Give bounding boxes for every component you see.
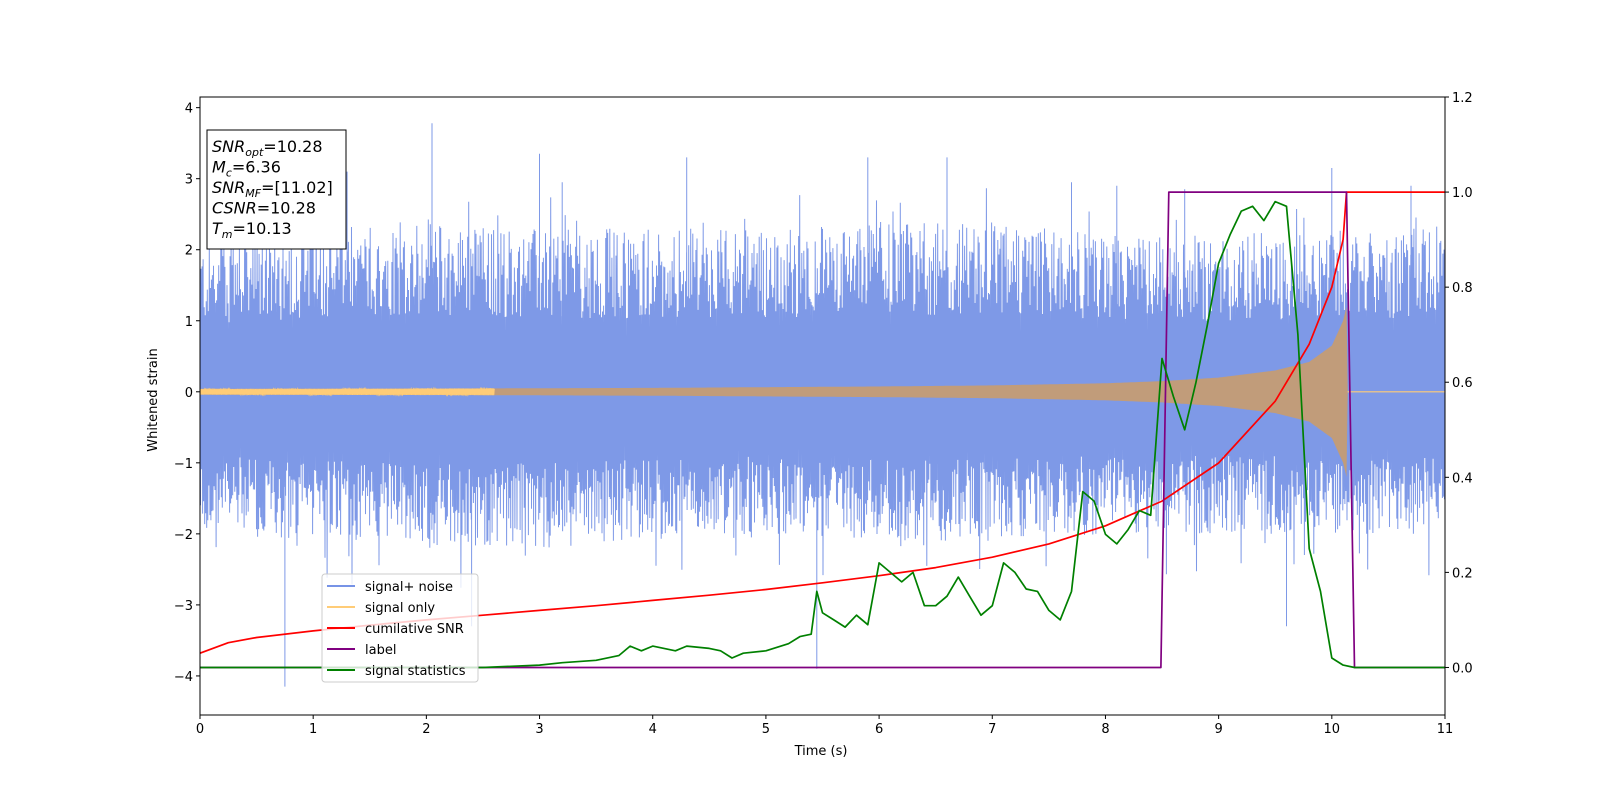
annotation-line: Mc=6.36: [212, 158, 281, 180]
series-fill-signal-only: [200, 306, 1445, 477]
x-axis-label: Time (s): [794, 744, 848, 759]
x-tick-label: 9: [1214, 722, 1222, 737]
series-line-signal-noise: [200, 123, 1445, 687]
y-tick-label: 0: [185, 386, 193, 401]
y2-tick-label: 0.6: [1452, 376, 1473, 391]
y2-tick-label: 0.0: [1452, 661, 1473, 676]
legend-item: signal+ noise: [327, 580, 453, 595]
annotation-layer: SNRopt=10.28Mc=6.36SNRMF=[11.02]CSNR=10.…: [206, 129, 347, 250]
legend-label: signal+ noise: [365, 580, 453, 595]
legend-layer: signal+ noise signal only cumilative SNR la…: [321, 573, 479, 683]
annotation-subscript: c: [226, 167, 232, 180]
x-tick-label: 6: [875, 722, 883, 737]
y2-tick-label: 0.4: [1452, 471, 1473, 486]
x-tick-label: 5: [762, 722, 770, 737]
annotation-line: CSNR=10.28: [212, 199, 316, 218]
x-tick-label: 3: [535, 722, 543, 737]
y2-tick-label: 1.2: [1452, 91, 1473, 106]
annotation-value: =10.28: [257, 199, 316, 218]
y2-tick-label: 1.0: [1452, 186, 1473, 201]
y2-tick-label: 0.2: [1452, 566, 1473, 581]
legend-label: signal statistics: [365, 664, 466, 679]
x-tick-label: 11: [1437, 722, 1454, 737]
x-tick-label: 4: [649, 722, 657, 737]
annotation-symbol: CSNR: [212, 199, 257, 218]
x-tick-label: 2: [422, 722, 430, 737]
annotation-value: =10.13: [233, 219, 292, 238]
annotation-line: SNRopt=10.28: [212, 137, 323, 159]
y-tick-label: −3: [174, 599, 193, 614]
x-tick-label: 1: [309, 722, 317, 737]
series-line-signal-only: [200, 386, 495, 397]
annotation-subscript: m: [222, 228, 233, 241]
y-tick-label: 3: [185, 173, 193, 188]
y-tick-label: 4: [185, 102, 193, 117]
annotation-subscript: opt: [245, 146, 264, 159]
y-tick-label: −2: [174, 528, 193, 543]
y2-tick-label: 0.8: [1452, 281, 1473, 296]
legend-box: [321, 573, 479, 683]
series-line-signal-statistics: [200, 200, 1445, 669]
y-tick-label: 2: [185, 244, 193, 259]
legend-item: label: [327, 643, 396, 658]
y-tick-label: −4: [174, 670, 193, 685]
x-tick-label: 7: [988, 722, 996, 737]
legend-label: signal only: [365, 601, 435, 616]
annotation-symbol: M: [212, 158, 226, 177]
annotation-value: =10.28: [263, 137, 322, 156]
annotation-symbol: T: [212, 219, 223, 238]
annotation-line: SNRMF=[11.02]: [212, 178, 333, 200]
x-tick-label: 10: [1324, 722, 1341, 737]
y-tick-label: 1: [185, 315, 193, 330]
y-tick-label: −1: [174, 457, 193, 472]
legend-label: cumilative SNR: [365, 622, 464, 637]
annotation-subscript: MF: [245, 187, 261, 200]
x-tick-label: 0: [196, 722, 204, 737]
x-tick-label: 8: [1101, 722, 1109, 737]
legend-item: signal statistics: [327, 664, 466, 679]
legend-label: label: [365, 643, 396, 658]
axes-layer: 0 1 2 3 4 5 6 7 8 9 10 11 −4 −3 −2 −1 0 1 2 3 4 0.0 0.2 0.4 0.6 0…: [174, 91, 1473, 737]
annotation-symbol: SNR: [212, 137, 245, 156]
annotation-line: Tm=10.13: [212, 219, 292, 241]
y-axis-label: Whitened strain: [146, 348, 161, 451]
plot-frame: [199, 96, 1446, 716]
legend-item: signal only: [327, 601, 435, 616]
annotation-value: =[11.02]: [261, 178, 333, 197]
annotation-value: =6.36: [232, 158, 281, 177]
annotation-box: [206, 129, 347, 250]
annotation-symbol: SNR: [212, 178, 245, 197]
legend-item: cumilative SNR: [327, 622, 464, 637]
